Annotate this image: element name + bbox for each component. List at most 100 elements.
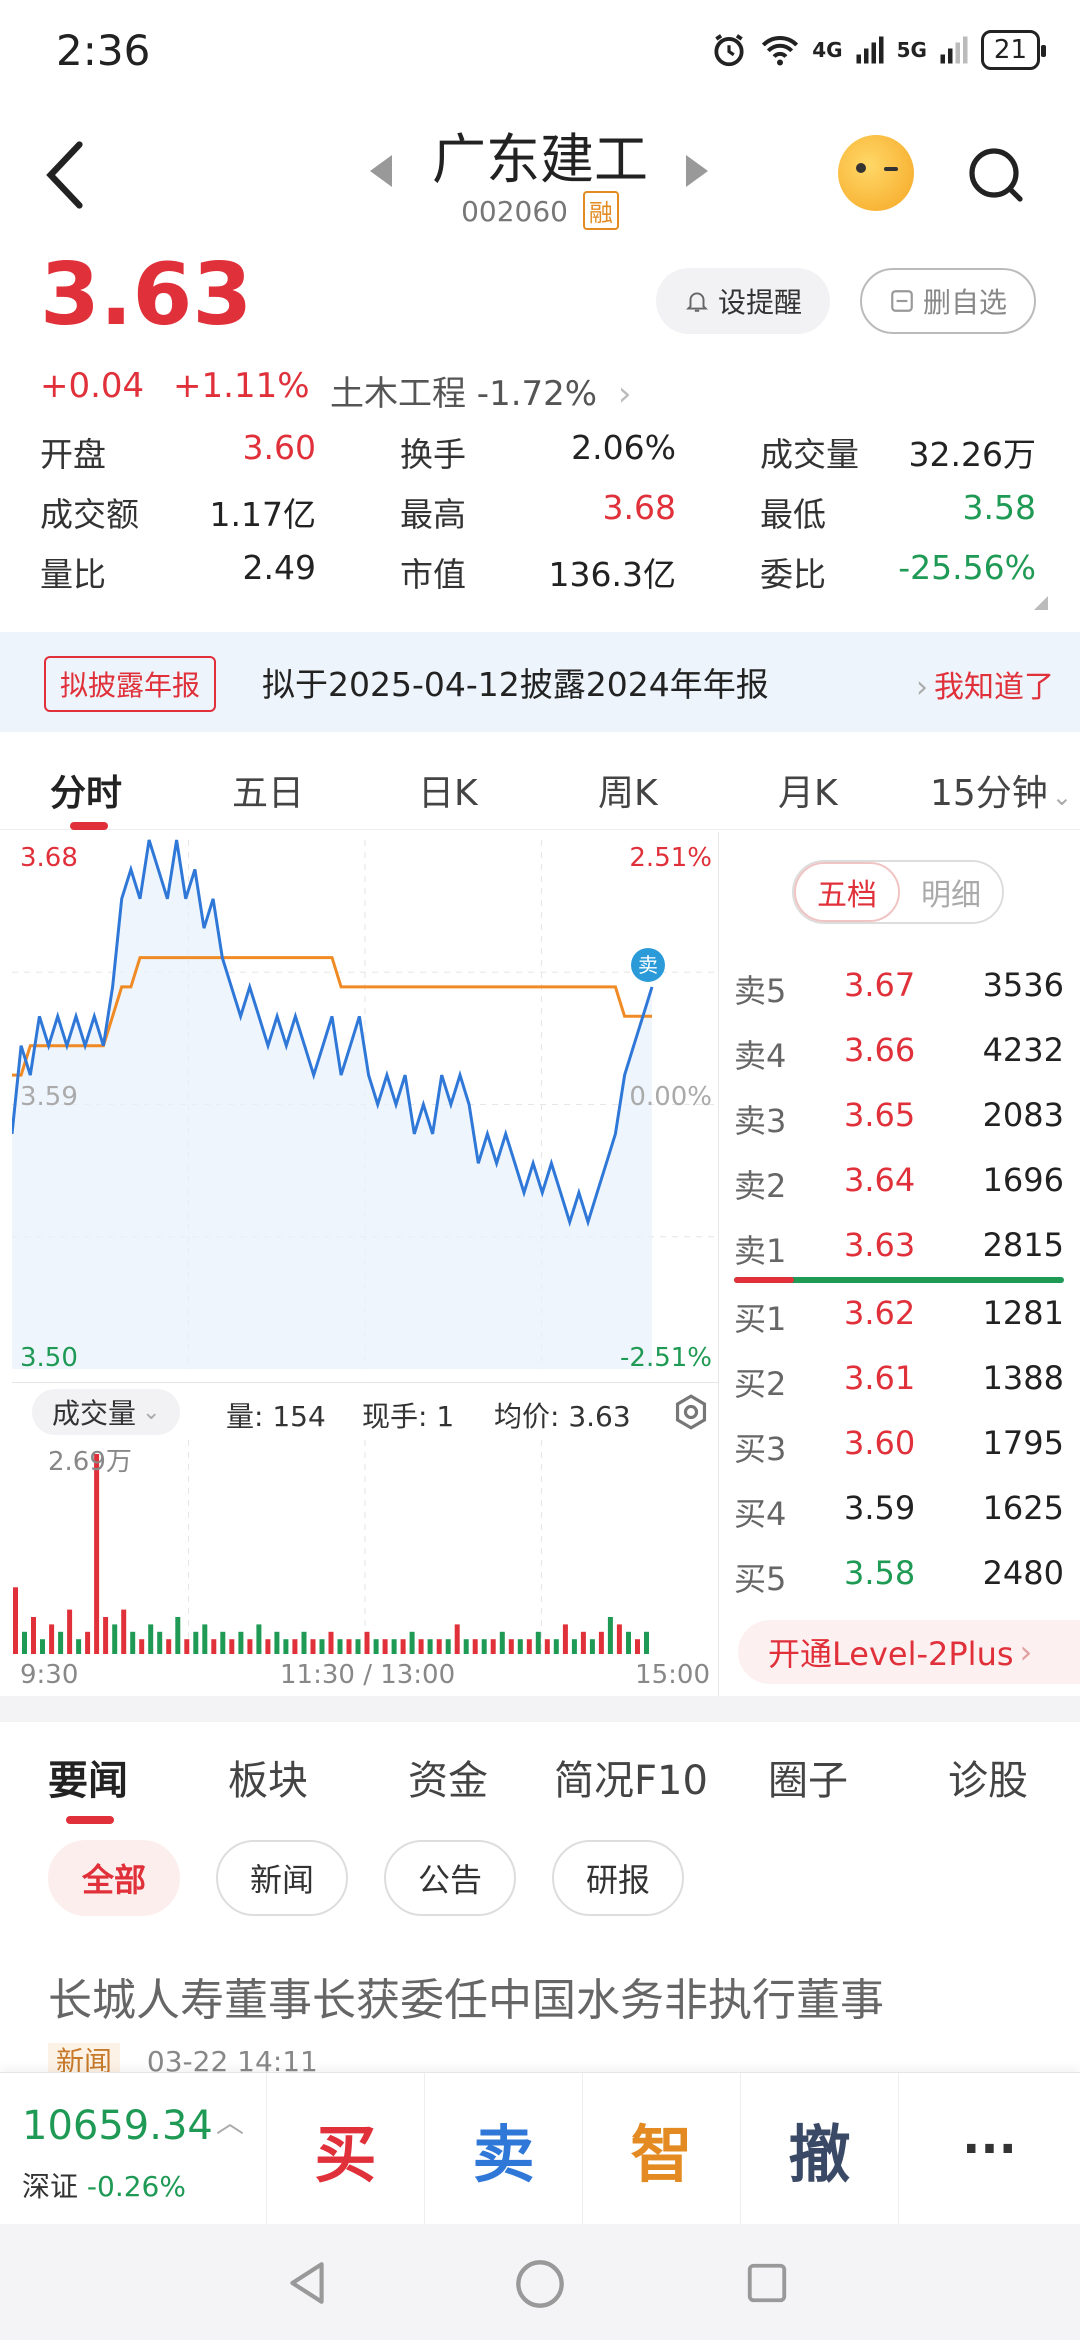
tab-daily-k[interactable]: 日K [418,773,478,814]
volume-bar [292,1639,298,1654]
volume-selector[interactable]: 成交量 ⌄ [32,1389,181,1435]
news-tabs: 要闻 板块 资金 简况F10 圈子 诊股 [0,1722,1080,1824]
level-qty: 1696 [982,1161,1064,1199]
ask-row[interactable]: 卖4 3.66 4232 [734,1031,1064,1095]
avg-price-line [12,956,652,1077]
stat-label: 成交量 [760,435,859,474]
volume-bar [526,1639,532,1654]
level-qty: 2480 [982,1554,1064,1592]
chip-research[interactable]: 研报 [552,1840,684,1916]
price-area [12,840,652,1369]
level2-upgrade-button[interactable]: 开通Level-2Plus › [738,1620,1080,1684]
more-button[interactable]: ··· [898,2073,1080,2225]
level-price: 3.59 [844,1489,916,1527]
set-alert-button[interactable]: 设提醒 [656,268,830,334]
volume-bar [328,1631,334,1654]
price-axis-low: 3.50 [20,1343,78,1373]
news-headline[interactable]: 长城人寿董事长获委任中国水务非执行董事 [48,1975,884,2026]
index-name: 深证 [22,2170,79,2203]
bid-row[interactable]: 买1 3.62 1281 [734,1294,1064,1358]
nav-back-icon[interactable] [282,2258,332,2308]
volume-bars [13,1454,649,1654]
tab-details[interactable]: 明细 [921,878,981,913]
stat-label: 量比 [40,555,106,594]
ask-row[interactable]: 卖1 3.63 2815 [734,1226,1064,1290]
ask-row[interactable]: 卖3 3.65 2083 [734,1096,1064,1160]
ask-row[interactable]: 卖2 3.64 1696 [734,1161,1064,1225]
sell-marker[interactable]: 卖 [631,947,665,982]
sell-button[interactable]: 卖 [424,2073,582,2225]
volume-chart: 2.69万 [13,1440,649,1656]
tab-sectors[interactable]: 板块 [228,1758,308,1804]
next-stock-icon[interactable] [686,155,708,187]
remove-favorite-button[interactable]: 删自选 [860,268,1036,334]
sector-label: 土木工程 -1.72% [330,374,598,414]
volume-bar [274,1631,280,1654]
notice-text: 拟于2025-04-12披露2024年年报 [262,665,769,704]
level-label: 买4 [734,1495,787,1533]
stock-name: 广东建工 [432,128,648,191]
tab-intraday[interactable]: 分时 [50,773,123,814]
tab-funds[interactable]: 资金 [408,1758,488,1804]
volume-bar [157,1631,163,1654]
tab-five-levels[interactable]: 五档 [794,862,900,922]
volume-bar [148,1624,154,1654]
remove-favorite-label: 删自选 [922,286,1007,319]
chip-all[interactable]: 全部 [48,1840,180,1916]
dismiss-notice-link[interactable]: › 我知道了 [916,662,1054,706]
nav-recent-icon[interactable] [744,2260,790,2306]
settings-hex-icon[interactable] [672,1393,710,1431]
volume-bar [202,1624,208,1654]
level-qty: 2815 [982,1226,1064,1264]
bid-row[interactable]: 买4 3.59 1625 [734,1489,1064,1553]
stat-item: 最高 3.68 [400,488,676,536]
buy-button[interactable]: 买 [266,2073,424,2225]
chip-announcement[interactable]: 公告 [384,1840,516,1916]
cancel-order-button[interactable]: 撤 [740,2073,898,2225]
nav-home-icon[interactable] [514,2258,566,2310]
tab-profile-f10[interactable]: 简况F10 [554,1758,708,1804]
bid-row[interactable]: 买2 3.61 1388 [734,1359,1064,1423]
volume-bar [409,1631,415,1654]
search-icon[interactable] [966,145,1026,205]
ask-row[interactable]: 卖5 3.67 3536 [734,966,1064,1030]
back-icon[interactable] [40,135,90,215]
tab-diagnose[interactable]: 诊股 [948,1758,1028,1804]
volume-bar [635,1639,640,1654]
level-label: 卖5 [734,972,787,1010]
index-ticker[interactable]: 10659.34 ︿ 深证 -0.26% [0,2073,266,2225]
level-label: 卖2 [734,1167,787,1205]
tab-five-day[interactable]: 五日 [232,773,305,814]
stat-value: -25.56% [898,548,1036,587]
time-tick-open: 9:30 [20,1660,79,1690]
tab-weekly-k[interactable]: 周K [598,773,658,814]
level-price: 3.60 [844,1424,916,1462]
pct-axis-low: -2.51% [620,1343,712,1373]
notice-tag: 拟披露年报 [44,656,217,712]
system-nav-bar [0,2224,1080,2340]
time-axis: 9:30 11:30 / 13:00 15:00 [12,1656,718,1696]
sector-link[interactable]: 土木工程 -1.72% › [330,366,632,415]
signal-bars-icon [856,36,884,64]
stat-item: 最低 3.58 [760,488,1036,536]
volume-bar [580,1631,586,1654]
bid-row[interactable]: 买3 3.60 1795 [734,1424,1064,1488]
tab-circle[interactable]: 圈子 [768,1758,848,1804]
bid-row[interactable]: 买5 3.58 2480 [734,1554,1064,1618]
tab-news-highlights[interactable]: 要闻 [48,1758,128,1804]
tab-monthly-k[interactable]: 月K [778,773,838,814]
expand-corner-icon[interactable] [1034,596,1048,610]
prev-stock-icon[interactable] [370,155,392,187]
tab-15min[interactable]: 15分钟 ⌄ [930,764,1072,816]
smart-trade-button[interactable]: 智 [582,2073,740,2225]
level-label: 买3 [734,1430,787,1468]
intraday-chart[interactable]: 3.68 3.59 3.50 2.51% 0.00% -2.51% 卖 [12,832,718,1377]
volume-bar [166,1639,172,1654]
level-price: 3.66 [844,1031,916,1069]
mascot-icon[interactable] [838,135,914,211]
volume-bar [319,1639,325,1654]
stat-value: 2.49 [242,548,316,587]
chip-news[interactable]: 新闻 [216,1840,348,1916]
volume-bar [130,1631,136,1654]
stat-item: 市值 136.3亿 [400,548,676,596]
